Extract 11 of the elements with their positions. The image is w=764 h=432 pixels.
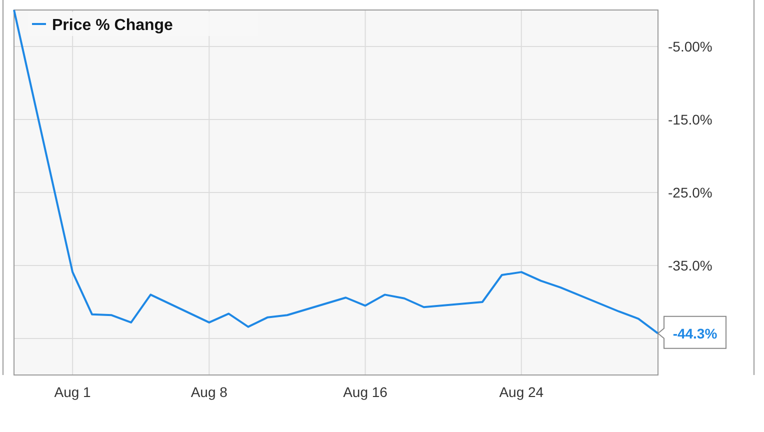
legend-label: Price % Change: [52, 17, 174, 34]
line-series: [13, 9, 659, 334]
y-tick-label: -35.0%: [668, 258, 712, 274]
x-tick-label: Aug 24: [499, 384, 544, 400]
x-tick-label: Aug 1: [54, 384, 92, 400]
y-tick-label: -25.0%: [668, 184, 712, 200]
x-tick-label: Aug 8: [190, 384, 228, 400]
x-tick-label: Aug 16: [343, 384, 388, 400]
data-label: -44.3%: [672, 325, 718, 342]
y-tick-label: -5.00%: [668, 38, 712, 54]
y-tick-label: -15.0%: [668, 112, 712, 128]
